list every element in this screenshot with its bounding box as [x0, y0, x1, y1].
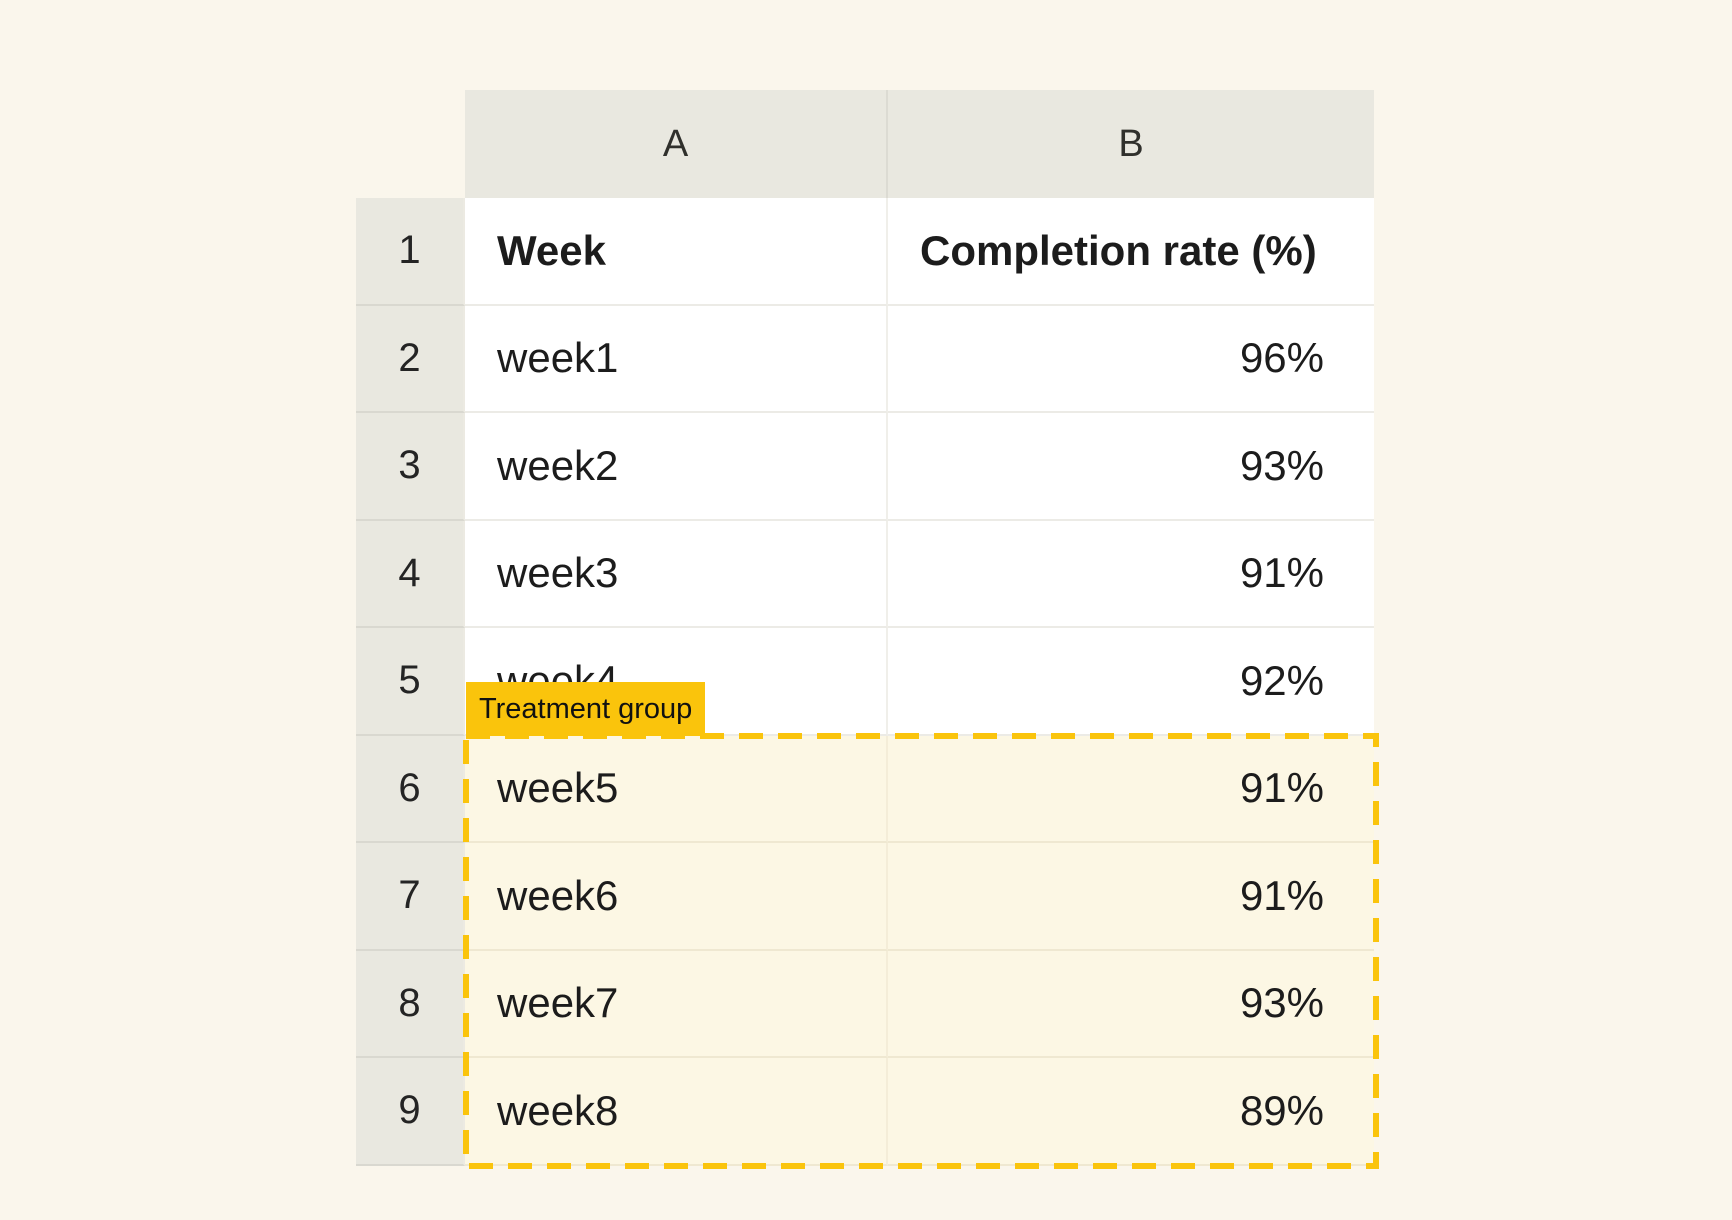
column-header-a[interactable]: A: [465, 90, 888, 198]
cell-b6[interactable]: 91%: [888, 735, 1374, 843]
treatment-group-label: Treatment group: [479, 692, 693, 725]
cell-b2[interactable]: 96%: [888, 305, 1374, 413]
row-number-9[interactable]: 9: [356, 1058, 465, 1166]
row-number-1[interactable]: 1: [356, 198, 465, 306]
cell-b7[interactable]: 91%: [888, 843, 1374, 951]
cell-a4[interactable]: week3: [465, 520, 888, 628]
cell-b8[interactable]: 93%: [888, 950, 1374, 1058]
cell-a2[interactable]: week1: [465, 305, 888, 413]
row-number-4[interactable]: 4: [356, 520, 465, 628]
spreadsheet: A B 1 Week Completion rate (%) 2 week1 9…: [356, 90, 1374, 1166]
cell-b4[interactable]: 91%: [888, 520, 1374, 628]
sheet-corner: [356, 90, 465, 198]
cell-a7[interactable]: week6: [465, 843, 888, 951]
row-number-8[interactable]: 8: [356, 950, 465, 1058]
cell-a3[interactable]: week2: [465, 413, 888, 521]
cell-a1-week-header[interactable]: Week: [465, 198, 888, 306]
cell-b1-rate-header[interactable]: Completion rate (%): [888, 198, 1374, 306]
row-number-6[interactable]: 6: [356, 735, 465, 843]
cell-b3[interactable]: 93%: [888, 413, 1374, 521]
cell-a6[interactable]: week5: [465, 735, 888, 843]
cell-a9[interactable]: week8: [465, 1058, 888, 1166]
cell-b5[interactable]: 92%: [888, 628, 1374, 736]
row-number-2[interactable]: 2: [356, 305, 465, 413]
column-header-b[interactable]: B: [888, 90, 1374, 198]
treatment-group-badge: Treatment group: [466, 682, 706, 736]
cell-a8[interactable]: week7: [465, 950, 888, 1058]
cell-b9[interactable]: 89%: [888, 1058, 1374, 1166]
row-number-7[interactable]: 7: [356, 843, 465, 951]
row-number-5[interactable]: 5: [356, 628, 465, 736]
row-number-3[interactable]: 3: [356, 413, 465, 521]
